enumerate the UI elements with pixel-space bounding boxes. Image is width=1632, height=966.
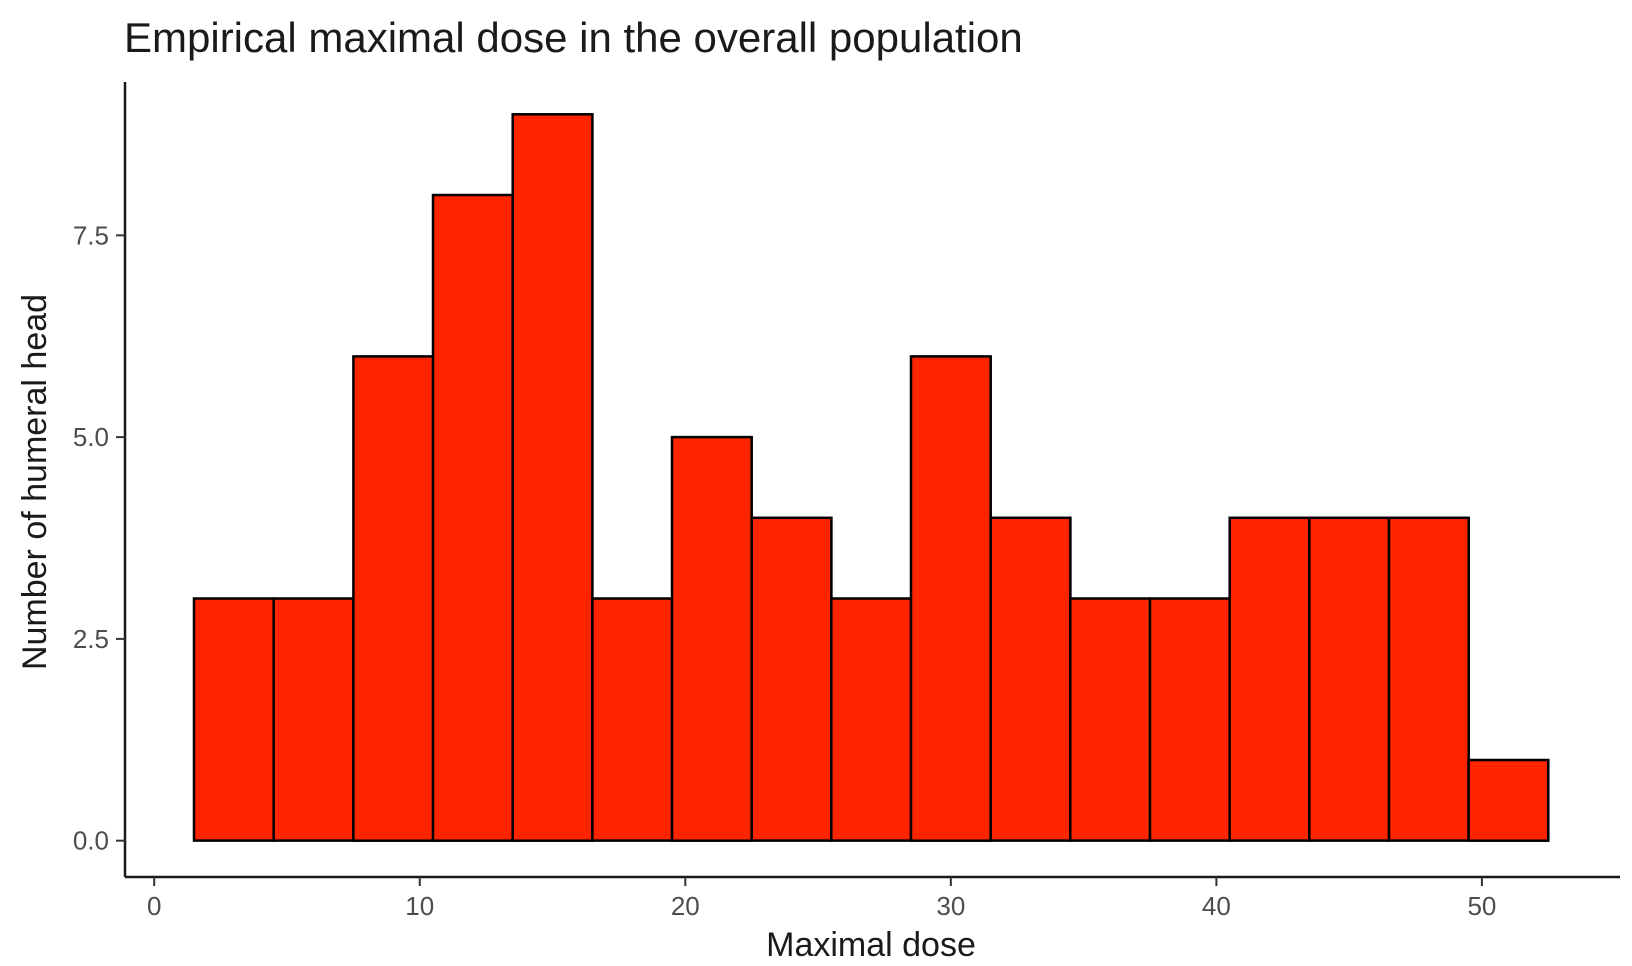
x-axis-ticks: 0 10 20 30 40 50 xyxy=(147,877,1496,921)
histogram-bar-13 xyxy=(1228,516,1311,842)
histogram-bar-12 xyxy=(1148,597,1231,842)
y-tick-label: 7.5 xyxy=(73,220,109,250)
x-tick-label: 40 xyxy=(1202,891,1231,921)
histogram-bar-7 xyxy=(750,516,833,842)
bars-layer xyxy=(192,113,1550,842)
x-tick-label: 0 xyxy=(147,891,161,921)
histogram-bar-6 xyxy=(670,435,753,842)
histogram-bar-5 xyxy=(591,597,674,842)
histogram-bar-11 xyxy=(1069,597,1152,842)
x-axis-label: Maximal dose xyxy=(766,926,976,964)
histogram-bar-15 xyxy=(1387,516,1470,842)
histogram-bar-3 xyxy=(431,193,514,842)
histogram-bar-8 xyxy=(830,597,913,842)
x-tick-label: 50 xyxy=(1467,891,1496,921)
x-tick-label: 20 xyxy=(671,891,700,921)
histogram-bar-10 xyxy=(989,516,1072,842)
histogram-bar-1 xyxy=(272,597,355,842)
y-tick-label: 0.0 xyxy=(73,826,109,856)
chart-title: Empirical maximal dose in the overall po… xyxy=(124,14,1023,61)
histogram-bar-4 xyxy=(511,113,594,842)
y-axis-label: Number of humeral head xyxy=(16,294,54,670)
y-tick-label: 2.5 xyxy=(73,624,109,654)
y-tick-label: 5.0 xyxy=(73,422,109,452)
histogram-bar-16 xyxy=(1467,758,1550,842)
histogram-bar-14 xyxy=(1308,516,1391,842)
histogram-bar-0 xyxy=(192,597,275,842)
x-tick-label: 10 xyxy=(405,891,434,921)
histogram-bar-9 xyxy=(909,355,992,842)
histogram-bar-2 xyxy=(352,355,435,842)
y-axis-ticks: 0.0 2.5 5.0 7.5 xyxy=(73,220,125,856)
x-tick-label: 30 xyxy=(936,891,965,921)
